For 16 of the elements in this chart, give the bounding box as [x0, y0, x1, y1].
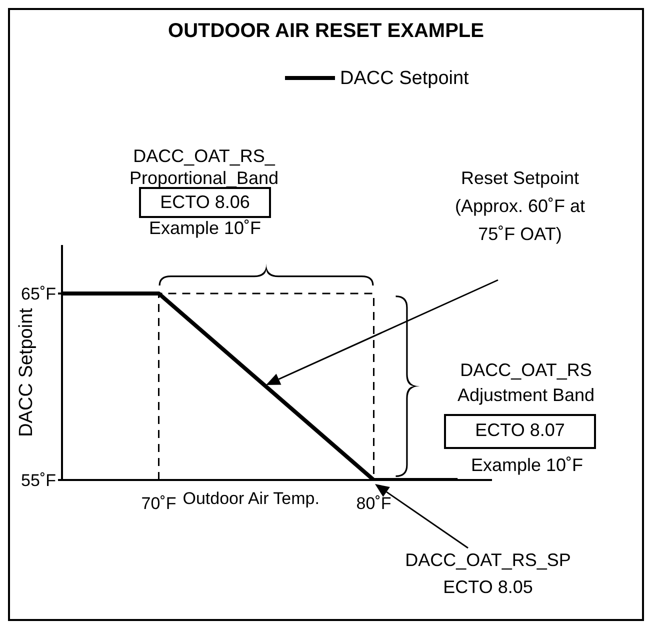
text: ECTO 8.06 [160, 192, 250, 212]
x-tick-label: 80˚F [356, 494, 392, 513]
y-tick-label: 65˚F [21, 284, 56, 304]
x-axis-title: Outdoor Air Temp. [182, 489, 320, 508]
annotation: DACC_OAT_RS Adjustment Band [457, 360, 595, 405]
text: Example 10˚F [148, 218, 262, 238]
text: DACC_OAT_RS_SP ECTO 8.05 [405, 550, 571, 597]
text: DACC_OAT_RS_ Proportional_Band [129, 146, 279, 188]
chart-title: OUTDOOR AIR RESET EXAMPLE [168, 20, 484, 42]
annotation: ECTO 8.07 [475, 420, 565, 440]
text: Reset Setpoint (Approx. 60˚F at 75˚F OAT) [454, 168, 586, 244]
y-tick-label: 55˚F [21, 471, 56, 490]
legend-label: DACC Setpoint [340, 68, 470, 89]
x-tick-label: 70˚F [141, 494, 176, 513]
annotation: Example 10˚F [470, 455, 584, 475]
y-axis-title: DACC Setpoint [16, 307, 37, 437]
